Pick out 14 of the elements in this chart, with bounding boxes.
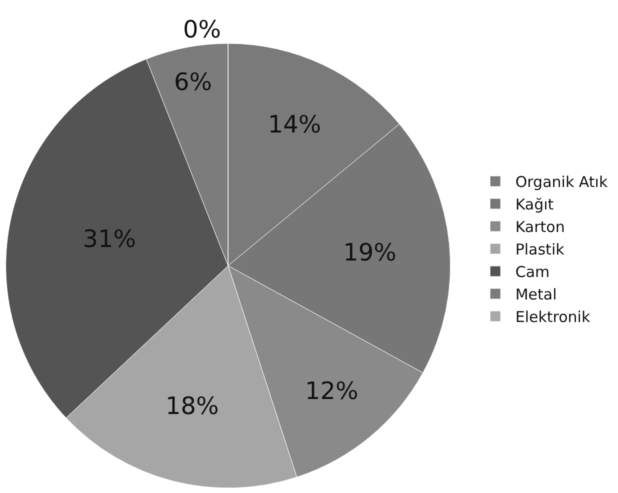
text: 0% (183, 15, 222, 44)
data-label: 18% (165, 392, 219, 420)
data-label: 19% (343, 238, 396, 266)
data-label: 31% (82, 225, 136, 254)
legend-label: Karton (515, 218, 565, 236)
data-label: 6% (174, 68, 212, 96)
legend-label: Elektronik (515, 308, 590, 326)
data-label: 14% (268, 110, 322, 139)
legend-label: Cam (515, 263, 550, 282)
legend-label: Organik Atık (515, 173, 608, 192)
legend-label: Plastik (515, 240, 565, 259)
legend-label: Kağıt (515, 196, 554, 214)
legend-label: Metal (515, 286, 557, 304)
data-label: 12% (304, 376, 358, 405)
